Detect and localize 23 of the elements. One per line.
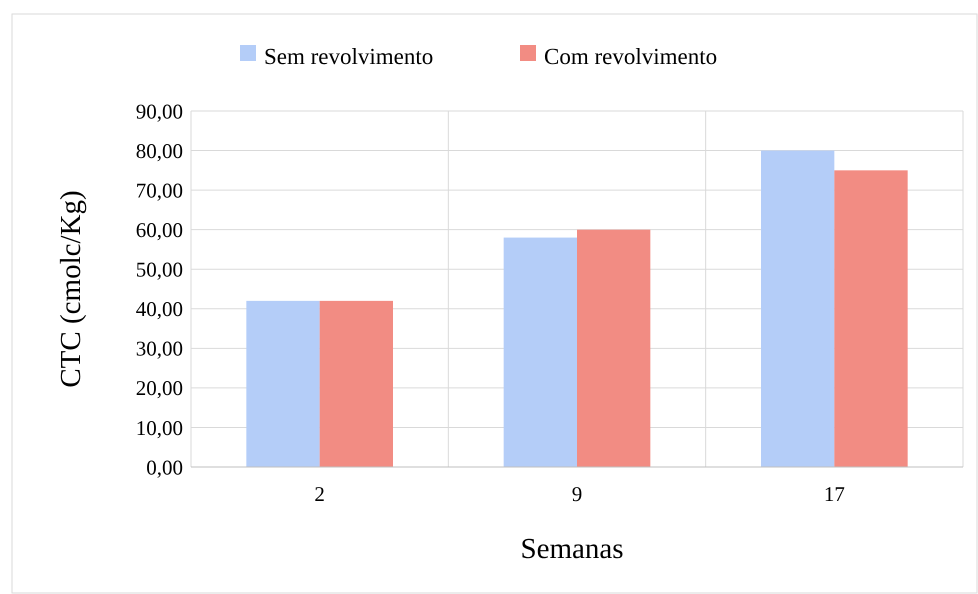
y-tick-label: 40,00 [136, 297, 183, 322]
bar [246, 300, 320, 467]
y-tick-label: 20,00 [136, 376, 183, 400]
y-tick-label: 0,00 [146, 455, 183, 480]
bar [760, 150, 834, 467]
bar [320, 300, 394, 467]
x-tick-label: 9 [572, 482, 582, 506]
y-tick-label: 70,00 [136, 178, 183, 202]
y-tick-label: 60,00 [136, 218, 183, 242]
x-tick-label: 17 [824, 482, 845, 506]
y-axis-title: CTC (cmolc/Kg) [55, 190, 87, 388]
y-tick-label: 80,00 [136, 138, 183, 163]
legend-label: Sem revolvimento [264, 44, 434, 70]
y-tick-label: 10,00 [136, 416, 183, 440]
y-tick-label: 30,00 [136, 336, 183, 361]
bar [577, 230, 650, 467]
y-tick-label: 50,00 [136, 258, 183, 282]
bar [504, 238, 577, 467]
bar [834, 170, 908, 467]
x-tick-label: 2 [314, 482, 325, 506]
x-axis-title: Semanas [520, 533, 624, 565]
legend-label: Com revolvimento [544, 44, 718, 70]
y-tick-label: 90,00 [136, 99, 183, 124]
